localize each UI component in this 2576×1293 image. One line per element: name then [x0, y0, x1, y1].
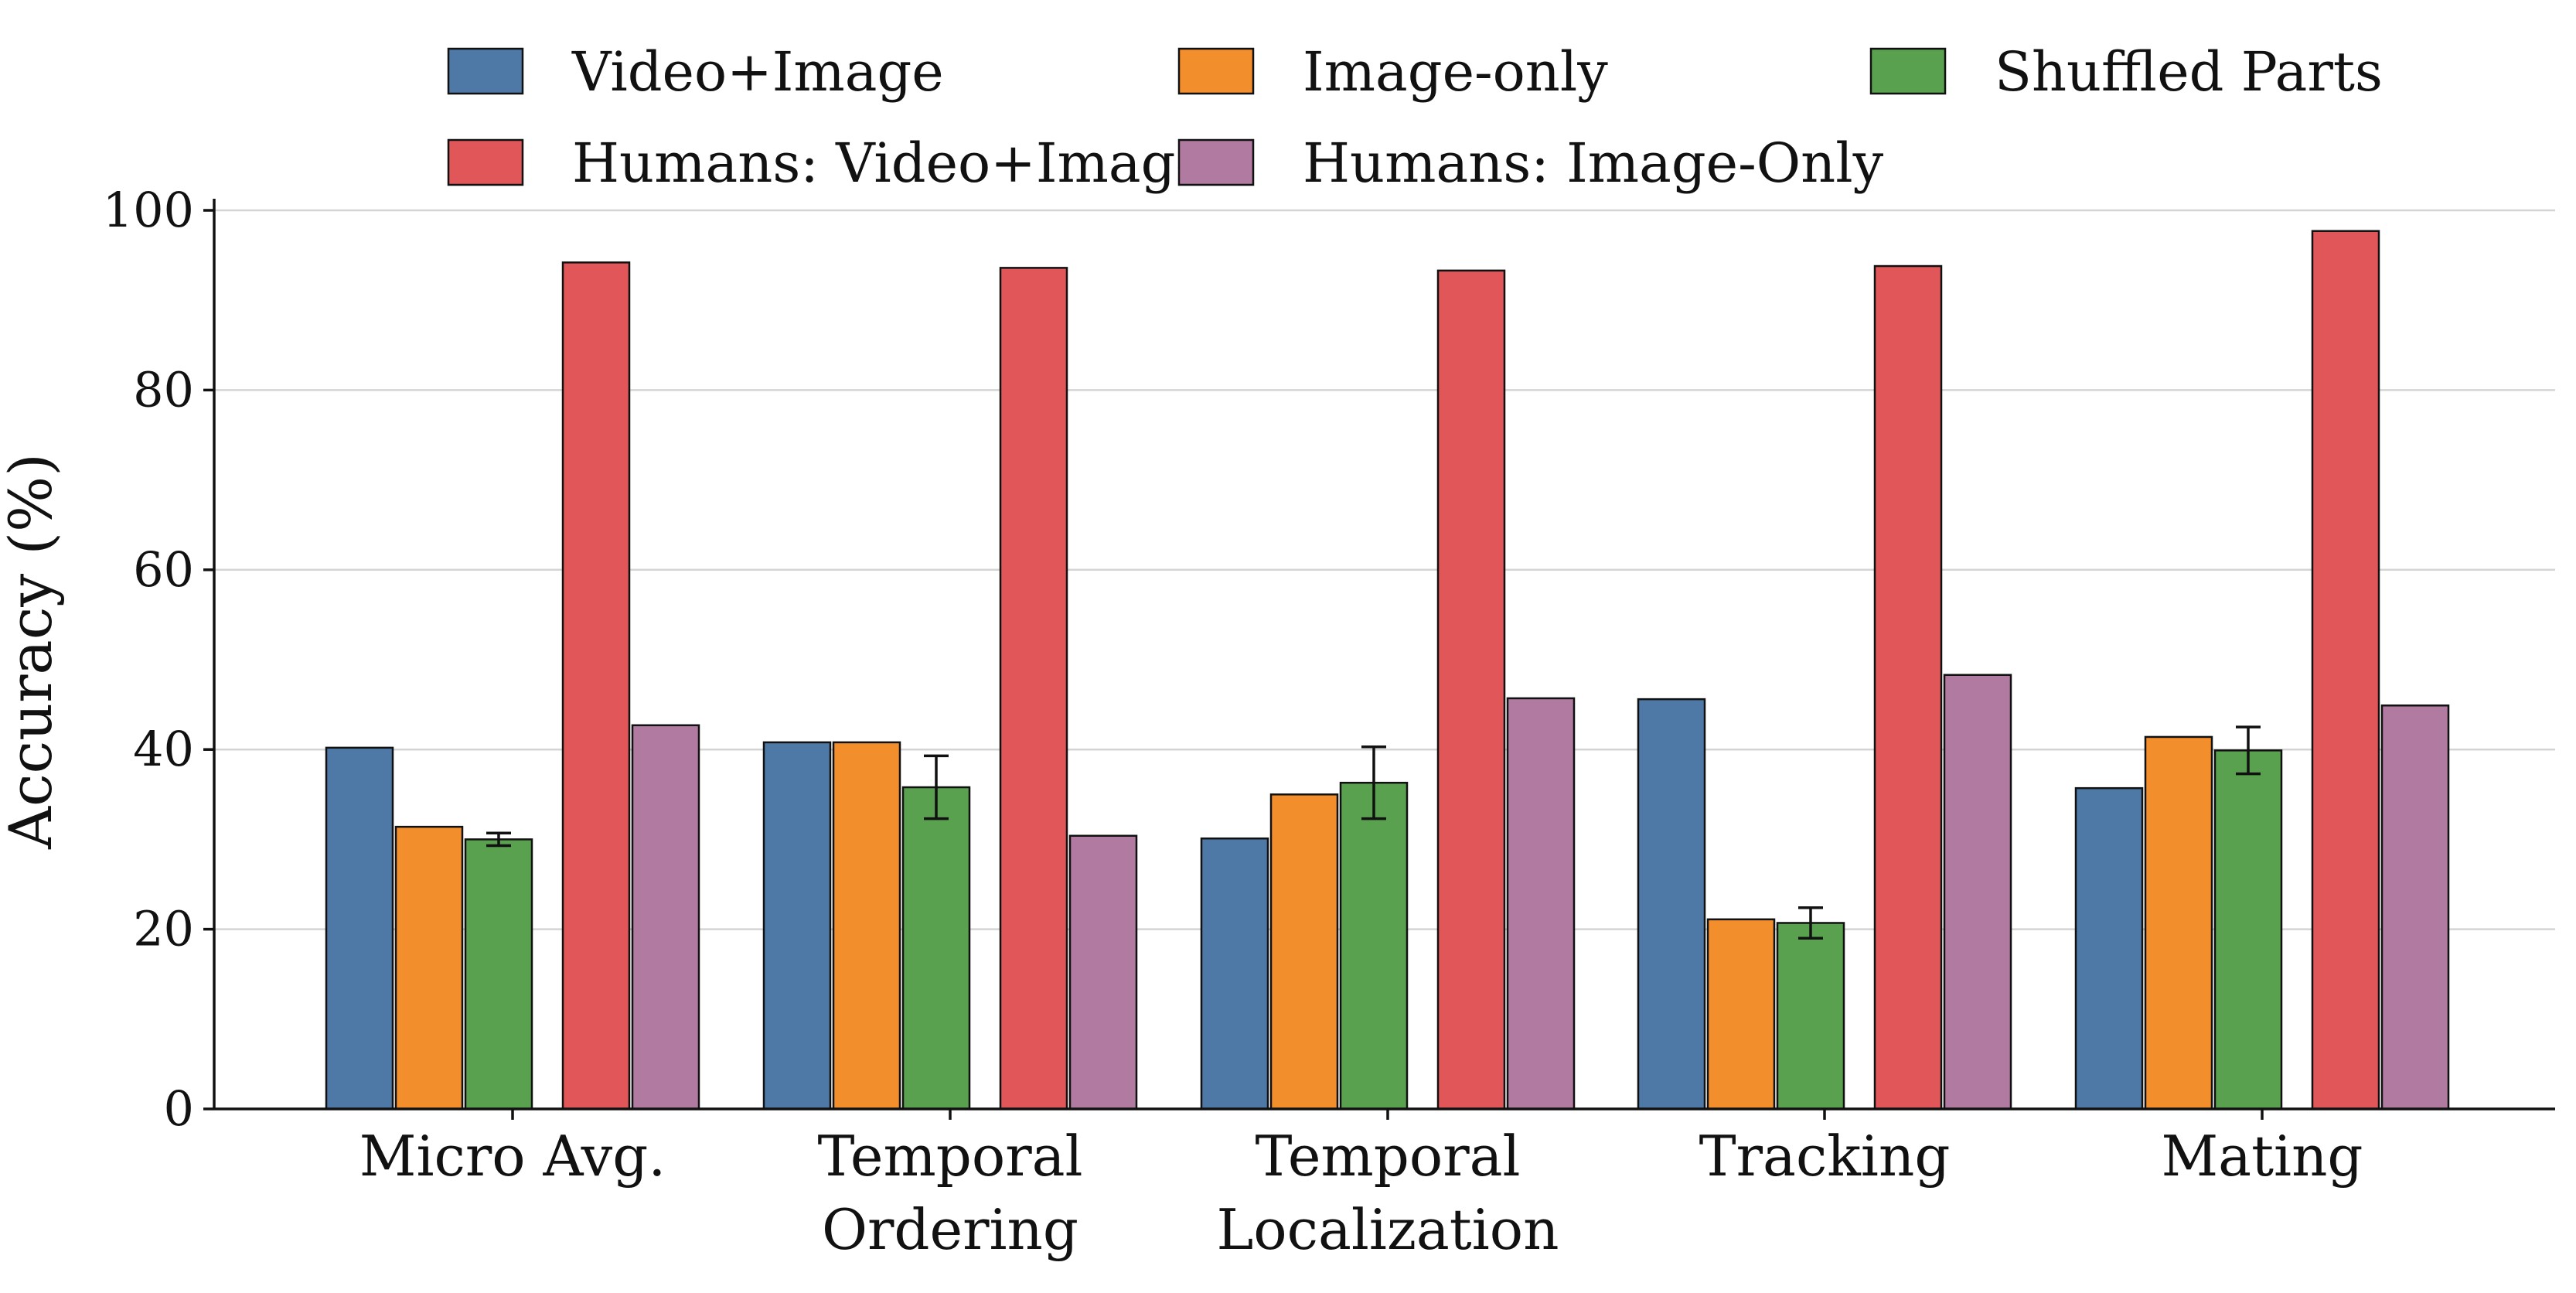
x-category-label: Mating [2161, 1124, 2363, 1189]
bar-humans-video-image-3 [1873, 264, 1943, 1110]
legend-label: Image-only [1303, 40, 1608, 104]
bar-humans-image-only-4 [2380, 704, 2450, 1110]
legend-item: Shuffled Parts [1869, 40, 2383, 104]
legend-item: Image-only [1177, 40, 1608, 104]
bar-humans-image-only-1 [1068, 834, 1138, 1110]
bar-humans-image-only-3 [1943, 674, 2012, 1110]
bar-video-image-3 [1637, 698, 1706, 1110]
bar-image-only-2 [1269, 793, 1339, 1110]
bar-shuffled-parts-1 [901, 786, 971, 1110]
bar-image-only-3 [1706, 918, 1776, 1110]
bar-humans-video-image-0 [561, 261, 631, 1110]
bar-humans-image-only-2 [1506, 697, 1576, 1110]
legend-item: Video+Image [447, 40, 944, 104]
error-bar [924, 754, 949, 820]
y-tick-label: 40 [133, 721, 194, 777]
bar-image-only-1 [832, 741, 901, 1110]
x-category-label: Temporal [817, 1124, 1082, 1189]
error-bar [1361, 745, 1386, 820]
bar-image-only-4 [2144, 735, 2213, 1110]
bar-shuffled-parts-2 [1339, 781, 1409, 1110]
y-axis-title: Accuracy (%) [0, 453, 65, 850]
error-bar [2236, 725, 2261, 776]
bar-image-only-0 [394, 825, 464, 1110]
legend-swatch [1177, 47, 1255, 95]
y-tick-label: 0 [164, 1080, 194, 1137]
y-tick-label: 20 [133, 901, 194, 957]
error-bar [1798, 906, 1823, 940]
legend-swatch [447, 138, 524, 186]
legend-swatch [1869, 47, 1947, 95]
legend: Video+Image Image-only Shuffled Parts Human… [447, 40, 2383, 195]
legend-item: Humans: Video+Image [447, 131, 1208, 195]
x-axis-categories: Micro Avg. Temporal Ordering Temporal Locali… [359, 1109, 2363, 1262]
legend-label: Video+Image [571, 40, 944, 104]
bar-humans-video-image-1 [999, 267, 1068, 1110]
bars [325, 230, 2450, 1110]
bar-video-image-1 [762, 741, 832, 1110]
y-tick-label: 100 [103, 182, 194, 238]
x-category-label: Ordering [822, 1197, 1078, 1262]
bar-shuffled-parts-4 [2213, 749, 2283, 1110]
legend-label: Humans: Video+Image [572, 131, 1208, 195]
legend-label: Shuffled Parts [1995, 40, 2383, 104]
bar-humans-video-image-4 [2311, 230, 2380, 1110]
legend-swatch [1177, 138, 1255, 186]
error-bar [486, 831, 511, 848]
axes [213, 199, 2555, 1110]
x-category-label: Localization [1216, 1197, 1559, 1262]
x-category-label: Temporal [1255, 1124, 1520, 1189]
bar-shuffled-parts-3 [1776, 922, 1845, 1110]
y-tick-label: 60 [133, 541, 194, 598]
legend-swatch [447, 47, 524, 95]
x-category-label: Tracking [1699, 1124, 1951, 1189]
bar-humans-video-image-2 [1436, 269, 1506, 1110]
y-axis-ticks: 0 20 40 60 80 100 [103, 182, 214, 1137]
x-category-label: Micro Avg. [359, 1124, 666, 1189]
legend-label: Humans: Image-Only [1303, 131, 1884, 195]
bar-shuffled-parts-0 [464, 838, 533, 1110]
bar-video-image-4 [2074, 786, 2144, 1110]
bar-humans-image-only-0 [631, 724, 700, 1110]
legend-item: Humans: Image-Only [1177, 131, 1884, 195]
y-tick-label: 80 [133, 361, 194, 418]
bar-video-image-0 [325, 746, 394, 1110]
bar-video-image-2 [1200, 837, 1269, 1110]
